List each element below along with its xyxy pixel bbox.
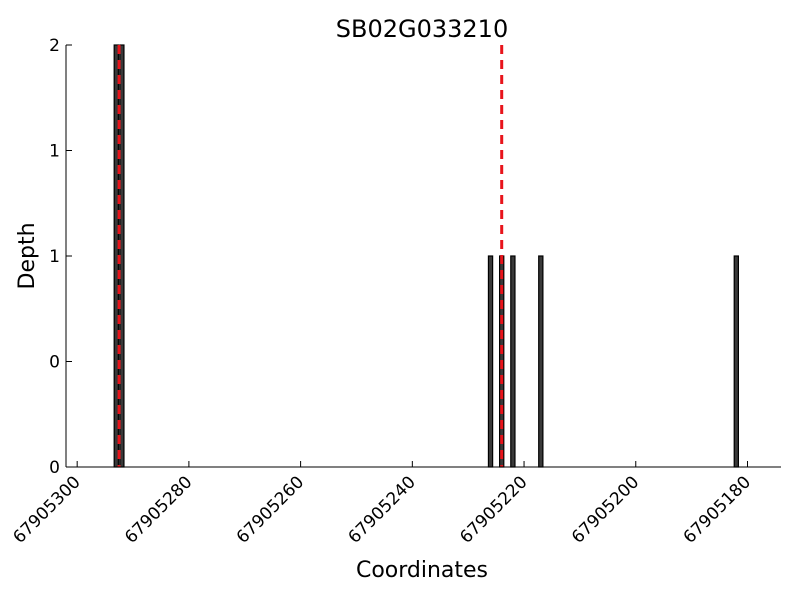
bar-4 bbox=[510, 255, 516, 468]
chart-title: SB02G033210 bbox=[336, 15, 508, 43]
y-tick-label-2: 1 bbox=[49, 247, 60, 267]
x-axis-label: Coordinates bbox=[356, 558, 488, 583]
x-tick-label-2: 67905260 bbox=[233, 472, 308, 547]
y-axis-label: Depth bbox=[15, 222, 40, 289]
x-tick-label-3: 67905240 bbox=[345, 472, 420, 547]
bar-5 bbox=[538, 255, 544, 468]
y-tick-label-3: 1 bbox=[49, 142, 60, 162]
x-tick-label-5: 67905200 bbox=[568, 472, 643, 547]
bar-6 bbox=[733, 255, 740, 468]
y-tick-label-1: 0 bbox=[49, 353, 60, 373]
y-tick-label-4: 2 bbox=[49, 36, 60, 56]
x-tick-label-0: 67905300 bbox=[9, 472, 84, 547]
bar-2 bbox=[487, 255, 494, 468]
x-tick-label-1: 67905280 bbox=[121, 472, 196, 547]
x-tick-label-4: 67905220 bbox=[456, 472, 531, 547]
y-tick-label-0: 0 bbox=[49, 458, 60, 478]
x-tick-label-6: 67905180 bbox=[680, 472, 755, 547]
